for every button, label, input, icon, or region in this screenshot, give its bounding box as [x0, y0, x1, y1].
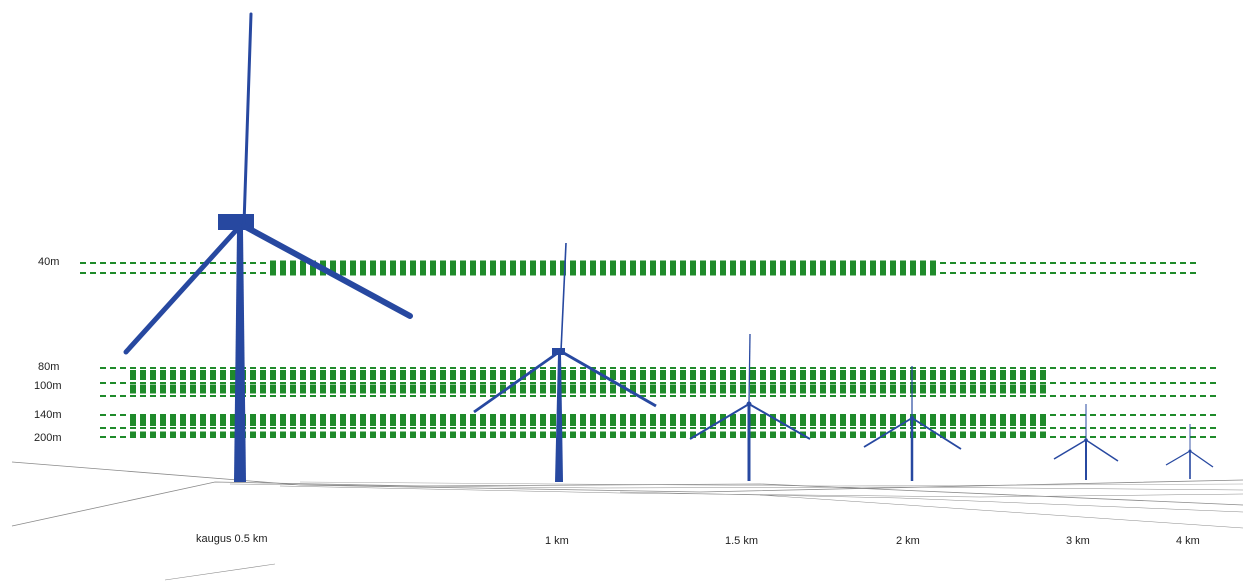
band-140m	[100, 414, 1220, 429]
distance-label-3km: 3 km	[1066, 535, 1090, 547]
height-label-140m: 140m	[34, 409, 62, 421]
turbine-1-5km	[689, 333, 811, 481]
turbine-4km	[1165, 424, 1214, 479]
distance-label-1km: 1 km	[545, 535, 569, 547]
band-100m	[100, 382, 1220, 397]
height-label-80m: 80m	[38, 361, 60, 373]
height-label-200m: 200m	[34, 432, 62, 444]
distance-label-2km: 2 km	[896, 535, 920, 547]
height-bands	[80, 260, 1220, 438]
height-label-40m: 40m	[38, 256, 60, 268]
ground-lines	[11, 461, 1243, 581]
height-label-100m: 100m	[34, 380, 62, 392]
distance-label-4km: 4 km	[1176, 535, 1200, 547]
turbine-2km	[863, 366, 962, 481]
turbine-1km	[473, 242, 657, 482]
band-200m	[100, 431, 1220, 438]
distance-label-0-5km: kaugus 0.5 km	[196, 533, 268, 545]
band-80m	[100, 367, 1220, 380]
band-40m	[80, 260, 1200, 276]
distance-label-1-5km: 1.5 km	[725, 535, 759, 547]
turbine-0-5km	[123, 12, 413, 482]
turbine-3km	[1053, 404, 1119, 480]
